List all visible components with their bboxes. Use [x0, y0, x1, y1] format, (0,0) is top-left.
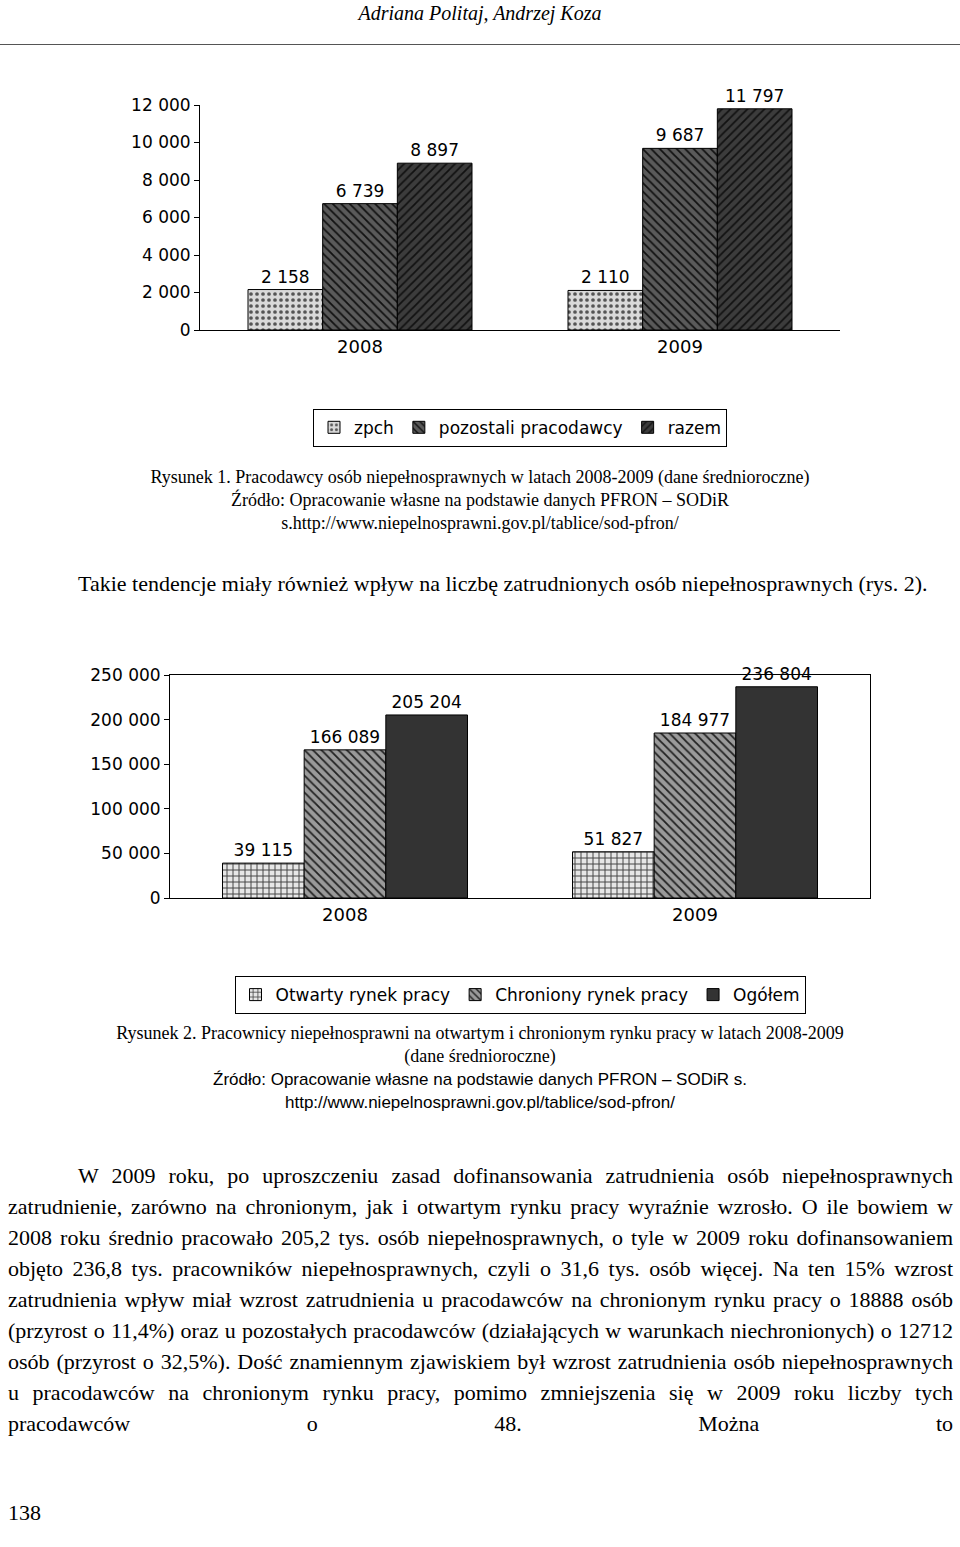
- html-text:Takie tendencje miały również: Takie tendencje miały również wpływ na l…: [78, 571, 928, 596]
- svg-text:51 827: 51 827: [584, 829, 643, 849]
- svg-text:11 797: 11 797: [725, 86, 784, 106]
- svg-text:8 897: 8 897: [410, 140, 459, 160]
- svg-text:2 110: 2 110: [581, 267, 630, 287]
- svg-text:0: 0: [150, 888, 161, 908]
- html-text:Źródło: Opracowanie własne na: Źródło: Opracowanie własne na podstawie …: [231, 490, 729, 510]
- svg-text:2009: 2009: [672, 904, 718, 925]
- svg-text:184 977: 184 977: [660, 710, 730, 730]
- html-text:s.http://www.niepelnosprawni.g: s.http://www.niepelnosprawni.gov.pl/tabl…: [281, 513, 679, 533]
- svg-text:9 687: 9 687: [656, 125, 705, 145]
- svg-text:12 000: 12 000: [131, 95, 190, 115]
- svg-text:4 000: 4 000: [142, 245, 191, 265]
- svg-text:50 000: 50 000: [101, 843, 160, 863]
- html-text:W 2009 roku, po uproszczeniu z: W 2009 roku, po uproszczeniu zasad dofin…: [8, 1163, 953, 1436]
- svg-text:10 000: 10 000: [131, 132, 190, 152]
- html-text:Rysunek 2. Pracownicy niepełno: Rysunek 2. Pracownicy niepełnosprawni na…: [116, 1023, 844, 1043]
- svg-text:Chroniony rynek pracy: Chroniony rynek pracy: [495, 985, 688, 1005]
- svg-text:razem: razem: [668, 418, 721, 438]
- html-text:138: 138: [8, 1500, 41, 1525]
- svg-text:100 000: 100 000: [90, 799, 160, 819]
- svg-text:2008: 2008: [337, 336, 383, 357]
- svg-text:8 000: 8 000: [142, 170, 191, 190]
- html-text:http://www.niepelnosprawni.gov: http://www.niepelnosprawni.gov.pl/tablic…: [285, 1093, 675, 1112]
- svg-text:Otwarty rynek pracy: Otwarty rynek pracy: [276, 985, 451, 1005]
- svg-text:2009: 2009: [657, 336, 703, 357]
- svg-text:6 739: 6 739: [336, 181, 385, 201]
- svg-text:200 000: 200 000: [90, 710, 160, 730]
- html-text:Rysunek 1. Pracodawcy osób nie: Rysunek 1. Pracodawcy osób niepełnospraw…: [150, 467, 810, 487]
- html-text:Źródło: Opracowanie własne na: Źródło: Opracowanie własne na podstawie …: [213, 1070, 747, 1089]
- svg-text:6 000: 6 000: [142, 207, 191, 227]
- svg-text:236 804: 236 804: [742, 664, 812, 684]
- svg-text:2008: 2008: [322, 904, 368, 925]
- html-text:Adriana Politaj, Andrzej Koza: Adriana Politaj, Andrzej Koza: [358, 2, 602, 24]
- svg-text:2 000: 2 000: [142, 282, 191, 302]
- svg-text:0: 0: [180, 320, 191, 340]
- html-text:(dane średnioroczne): (dane średnioroczne): [404, 1046, 556, 1066]
- svg-text:2 158: 2 158: [261, 267, 310, 287]
- svg-text:205 204: 205 204: [392, 692, 462, 712]
- svg-text:166 089: 166 089: [310, 727, 380, 747]
- svg-text:250 000: 250 000: [90, 665, 160, 685]
- svg-text:zpch: zpch: [354, 418, 394, 438]
- svg-text:Ogółem: Ogółem: [733, 985, 799, 1005]
- svg-text:pozostali pracodawcy: pozostali pracodawcy: [439, 418, 623, 438]
- svg-text:39 115: 39 115: [234, 840, 293, 860]
- svg-text:150 000: 150 000: [90, 754, 160, 774]
